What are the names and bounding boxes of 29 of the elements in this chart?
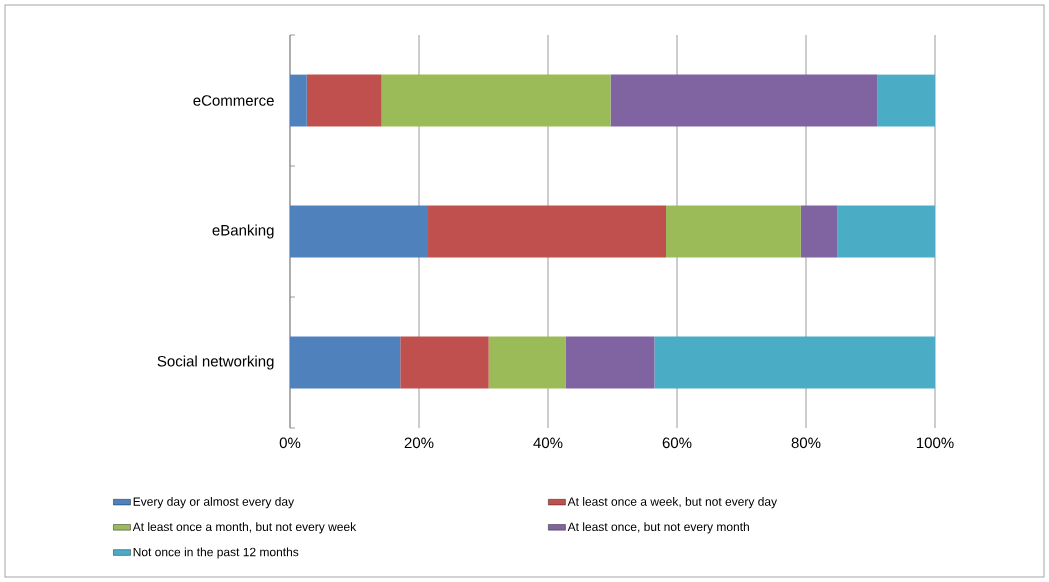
x-tick-label: 20% [404,437,434,449]
x-tick-label: 100% [916,437,954,449]
bar [428,205,667,258]
bar [877,74,935,127]
bar [290,74,307,127]
bar [306,74,382,127]
bar [565,336,655,389]
y-tick-label: eCommerce [193,95,274,106]
legend-label: At least once a month, but not every week [132,522,357,534]
bar [610,74,878,127]
legend-label: At least once, but not every month [567,522,749,534]
x-tick-label: 40% [533,437,563,449]
x-tick-label: 60% [662,437,692,449]
x-tick-label: 80% [791,437,821,449]
bar [290,336,401,389]
bar [837,205,935,258]
bar [400,336,489,389]
x-tick-label: 0% [279,437,301,449]
bar [800,205,838,258]
bar [290,205,429,258]
legend-label: Every day or almost every day [133,497,295,509]
y-tick-label: eBanking [212,224,274,239]
bar [666,205,801,258]
bar [488,336,566,389]
legend-label: At least once a week, but not every day [567,497,778,509]
bar [381,74,611,127]
legend-label: Not once in the past 12 months [133,547,299,559]
bar [654,336,935,389]
y-tick-label: Social networking [157,355,274,370]
